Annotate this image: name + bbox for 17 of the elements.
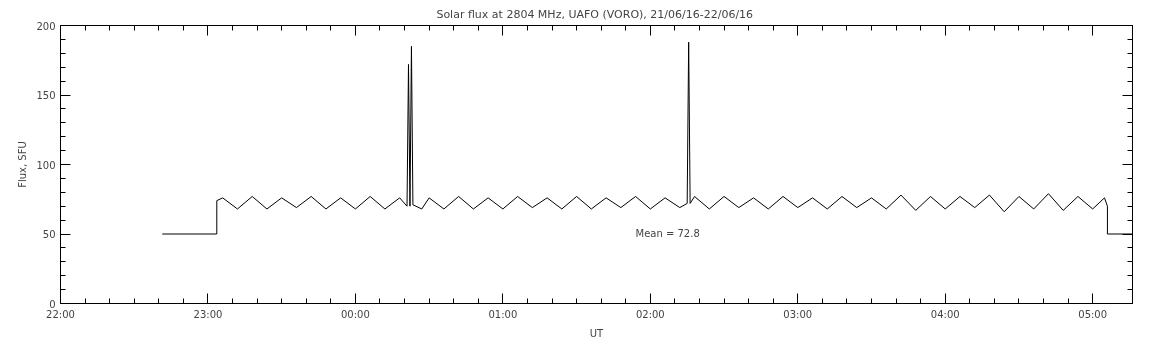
x-axis-title: UT	[589, 327, 605, 339]
y-tick-label: 50	[42, 229, 56, 240]
x-tick-label: 00:00	[341, 308, 370, 320]
y-tick-label: 200	[36, 20, 56, 32]
x-tick-label: 03:00	[783, 308, 813, 320]
x-tick-label: 23:00	[193, 308, 223, 320]
x-tick-label: 01:00	[488, 308, 518, 320]
y-tick-label: 100	[36, 159, 56, 171]
annotation: Mean = 72.8	[635, 227, 700, 239]
x-tick-label: 02:00	[635, 308, 665, 320]
y-axis-title: Flux, SFU	[17, 141, 29, 188]
x-tick-label: 04:00	[930, 308, 960, 320]
x-tick-label: 05:00	[1078, 308, 1108, 320]
x-tick-label: 22:00	[46, 308, 75, 320]
y-tick-label: 0	[49, 298, 56, 310]
y-tick-label: 150	[36, 90, 56, 101]
chart-title: Solar flux at 2804 MHz, UAFO (VORO), 21/06/16-22/06/16	[436, 7, 754, 21]
